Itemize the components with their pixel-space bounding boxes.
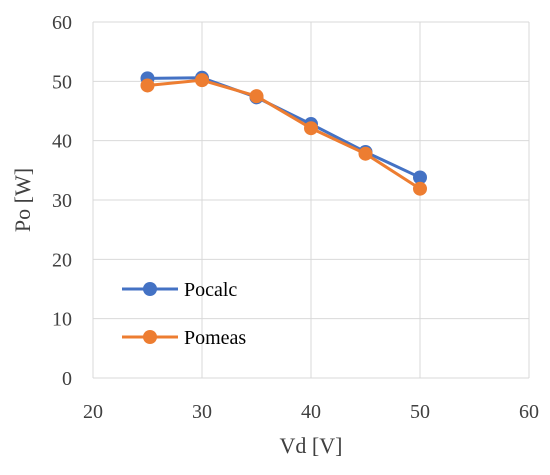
data-point	[140, 78, 155, 93]
data-point	[304, 121, 318, 136]
y-axis-title: Po [W]	[10, 168, 35, 232]
legend-label: Pocalc	[184, 279, 237, 301]
data-point	[358, 146, 373, 161]
series-line	[146, 78, 422, 191]
y-tick-label: 20	[52, 249, 72, 271]
legend-item: Pocalc	[122, 279, 237, 301]
legend-marker	[143, 330, 157, 344]
data-point	[413, 181, 427, 196]
y-tick-label: 0	[62, 368, 72, 390]
series-pomeas	[140, 73, 427, 196]
y-tick-label: 50	[52, 71, 72, 93]
legend-item: Pomeas	[122, 327, 246, 349]
data-point	[195, 73, 209, 88]
data-point	[413, 170, 427, 185]
y-tick-label: 60	[52, 12, 72, 34]
y-tick-label: 10	[52, 309, 72, 331]
x-axis-title: Vd [V]	[280, 433, 343, 458]
y-tick-labels: 0 10 20 30 40 50 60	[52, 12, 72, 390]
x-tick-label: 20	[83, 401, 103, 423]
y-tick-label: 40	[52, 131, 72, 153]
x-tick-label: 50	[410, 401, 430, 423]
legend: Pocalc Pomeas	[122, 279, 246, 349]
x-tick-labels: 20 30 40 50 60	[83, 401, 539, 423]
x-tick-label: 30	[192, 401, 212, 423]
x-tick-label: 60	[519, 401, 539, 423]
x-tick-label: 40	[301, 401, 321, 423]
y-tick-label: 30	[52, 190, 72, 212]
data-point	[249, 89, 264, 104]
legend-label: Pomeas	[184, 327, 246, 349]
legend-marker	[143, 282, 157, 296]
series-group	[140, 70, 427, 196]
